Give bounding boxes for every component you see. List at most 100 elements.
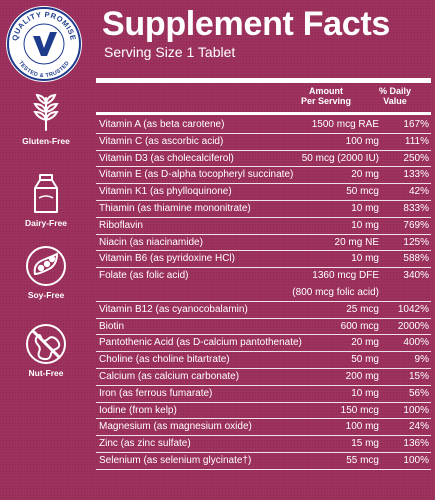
nutrient-daily-value: 833% — [403, 203, 429, 214]
nutrient-daily-value: 250% — [403, 152, 429, 164]
row-divider — [96, 183, 431, 185]
row-divider — [96, 384, 431, 386]
nutrient-name: Biotin — [99, 320, 125, 332]
nutrient-daily-value: 136% — [403, 438, 429, 450]
nutrient-daily-value: 133% — [403, 169, 429, 181]
dv-header-line2: Value — [383, 96, 407, 106]
nutrient-row: Folate (as folic acid) 1360 mcg DFE 340% — [96, 268, 431, 283]
nutrient-daily-value: 111% — [404, 135, 429, 147]
thick-divider — [96, 78, 431, 83]
nutrient-amount: 20 mg NE — [334, 236, 379, 248]
nutrient-amount: 600 mcg — [340, 320, 379, 332]
nutrient-amount: 1360 mcg DFE — [312, 270, 379, 282]
nutrient-name: Iron (as ferrous fumarate) — [99, 387, 213, 399]
nutrient-row: Choline (as choline bitartrate) 50 mg 9% — [96, 352, 431, 367]
nutrient-row: Iodine (from kelp) 150 mcg 100% — [96, 403, 431, 418]
dv-header-line1: % Daily — [378, 86, 411, 96]
nutrient-row: Riboflavin 10 mg 769% — [96, 218, 431, 233]
nutrient-amount: (800 mcg folic acid) — [292, 287, 379, 298]
amount-column-header: Amount Per Serving — [292, 86, 360, 106]
amount-header-line2: Per Serving — [300, 96, 352, 106]
nutrient-amount: 20 mg — [351, 169, 379, 181]
nut-free-label: Nut-Free — [28, 368, 64, 378]
nutrient-amount: 100 mg — [345, 421, 379, 433]
nutrient-name: Selenium (as selenium glycinate†) — [99, 455, 252, 466]
nutrient-amount: 50 mg — [351, 354, 379, 366]
nutrient-amount: 10 mg — [351, 203, 379, 214]
soy-free-label: Soy-Free — [27, 290, 65, 300]
nutrient-name: Folate (as folic acid) — [99, 270, 189, 282]
nutrient-name: Magnesium (as magnesium oxide) — [99, 421, 252, 433]
row-divider — [96, 452, 431, 453]
nutrient-daily-value: 1042% — [397, 303, 429, 315]
nutrient-amount: 10 mg — [351, 387, 379, 399]
row-divider — [96, 216, 431, 218]
daily-value-column-header: % Daily Value — [370, 86, 420, 106]
nutrient-name: Pantothenic Acid (as D-calcium pantothen… — [99, 337, 302, 349]
nutrient-amount: 55 mcg — [346, 455, 379, 466]
nutrient-row: Iron (as ferrous fumarate) 10 mg 56% — [96, 386, 431, 401]
row-divider — [96, 250, 431, 252]
header-divider — [96, 112, 431, 115]
nutrient-daily-value: 9% — [414, 354, 429, 366]
row-divider — [96, 233, 431, 235]
row-divider — [96, 368, 431, 369]
nutrient-daily-value: 24% — [408, 421, 429, 433]
soybean-icon — [26, 246, 66, 286]
nutrient-amount: 10 mg — [351, 253, 379, 265]
nutrient-row: Calcium (as calcium carbonate) 200 mg 15% — [96, 369, 431, 384]
nutrient-name: Iodine (from kelp) — [99, 404, 177, 416]
nutrient-amount: 50 mcg (2000 IU) — [301, 152, 379, 164]
nutrient-row: (800 mcg folic acid) — [96, 285, 431, 300]
nutrient-name: Vitamin C (as ascorbic acid) — [99, 135, 224, 147]
peanut-icon — [26, 324, 66, 364]
row-divider — [96, 149, 431, 151]
nutrient-row: Vitamin B12 (as cyanocobalamin) 25 mcg 104… — [96, 302, 431, 317]
row-divider — [96, 317, 431, 319]
quality-promise-badge: QUALITY PROMISE TESTED & TRUSTED — [6, 6, 82, 82]
nutrient-name: Zinc (as zinc sulfate) — [99, 438, 191, 450]
nutrient-row: Magnesium (as magnesium oxide) 100 mg 24% — [96, 419, 431, 434]
row-divider — [96, 300, 431, 302]
nutrient-daily-value: 56% — [408, 387, 429, 399]
nutrient-row: Vitamin A (as beta carotene) 1500 mcg RAE… — [96, 117, 431, 132]
nutrient-name: Vitamin K1 (as phylloquinone) — [99, 186, 232, 198]
nutrient-row: Biotin 600 mcg 2000% — [96, 319, 431, 334]
nutrient-amount: 50 mcg — [346, 186, 379, 198]
nut-free-claim: Nut-Free — [0, 322, 92, 378]
nutrient-daily-value: 15% — [408, 371, 429, 382]
row-divider — [96, 200, 431, 201]
row-divider — [96, 435, 431, 437]
nutrient-daily-value: 400% — [403, 337, 429, 349]
nutrient-name: Riboflavin — [99, 219, 143, 231]
nutrient-amount: 25 mcg — [346, 303, 379, 315]
nutrient-daily-value: 340% — [403, 270, 429, 282]
supplement-facts-panel: Supplement Facts Serving Size 1 Tablet A… — [96, 0, 435, 500]
nutrient-daily-value: 167% — [403, 119, 429, 130]
nutrient-daily-value: 588% — [403, 253, 429, 265]
nutrient-amount: 10 mg — [351, 219, 379, 231]
soy-free-claim: Soy-Free — [0, 244, 92, 300]
nutrient-amount: 200 mg — [345, 371, 379, 382]
nutrient-name: Vitamin D3 (as cholecalciferol) — [99, 152, 234, 164]
nutrient-row: Vitamin E (as D-alpha tocopheryl succina… — [96, 167, 431, 182]
nutrient-row: Vitamin K1 (as phylloquinone) 50 mcg 42% — [96, 184, 431, 199]
nutrient-row: Vitamin B6 (as pyridoxine HCl) 10 mg 588% — [96, 251, 431, 266]
nutrient-daily-value: 2000% — [397, 320, 429, 332]
nutrient-amount: 20 mg — [351, 337, 379, 349]
nutrient-row: Pantothenic Acid (as D-calcium pantothen… — [96, 335, 431, 350]
row-divider — [96, 267, 431, 269]
row-divider — [96, 418, 431, 420]
serving-size: Serving Size 1 Tablet — [104, 44, 236, 60]
nutrient-amount: 150 mcg — [340, 404, 379, 416]
gluten-free-claim: Gluten-Free — [0, 92, 92, 146]
check-mark-icon — [33, 32, 57, 56]
row-divider — [96, 401, 431, 403]
nutrient-daily-value: 100% — [403, 404, 429, 416]
nutrient-daily-value: 100% — [403, 455, 429, 466]
row-divider — [96, 166, 431, 168]
nutrient-name: Calcium (as calcium carbonate) — [99, 371, 240, 382]
nutrient-amount: 100 mg — [345, 135, 379, 147]
dairy-free-claim: Dairy-Free — [0, 172, 92, 228]
nutrient-amount: 15 mg — [351, 438, 379, 450]
